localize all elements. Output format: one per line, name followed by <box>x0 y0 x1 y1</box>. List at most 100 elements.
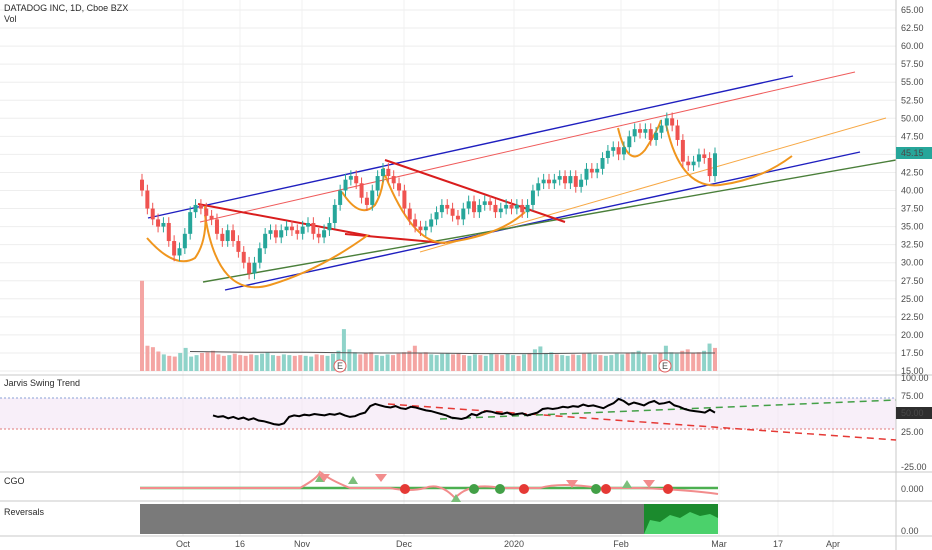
candle <box>439 199 444 218</box>
volume-bar <box>516 355 521 371</box>
candle <box>552 173 557 190</box>
candle <box>563 170 568 190</box>
candle <box>306 217 311 233</box>
volume-bar <box>647 355 652 371</box>
candle <box>343 173 348 197</box>
cup-6 <box>665 123 793 187</box>
candle <box>145 184 150 215</box>
candle <box>482 195 487 211</box>
support-green <box>202 159 897 283</box>
time-tick-1: 16 <box>235 539 245 549</box>
candle <box>150 202 155 226</box>
candle <box>209 209 214 226</box>
volume-bar <box>254 355 259 371</box>
price-tick-19: 17.50 <box>901 348 924 358</box>
candle <box>397 177 402 197</box>
swing-current-value: 50.00 <box>901 408 924 418</box>
candle <box>204 202 209 222</box>
candles <box>140 112 717 280</box>
price-axis: 65.00 62.50 60.00 57.50 55.00 52.50 50.00 47.50… <box>901 5 924 376</box>
volume-bar <box>363 352 368 371</box>
price-tick-3: 57.50 <box>901 59 924 69</box>
price-tick-17: 22.50 <box>901 312 924 322</box>
time-tick-5: Feb <box>613 539 629 549</box>
volume-bar <box>702 350 707 371</box>
volume-bar <box>543 352 548 371</box>
candle <box>214 213 219 240</box>
volume-bar <box>167 355 172 371</box>
volume-bar <box>603 355 608 371</box>
volume-bar <box>500 355 505 371</box>
volume-bar <box>461 355 466 371</box>
candle <box>225 224 230 247</box>
candle <box>504 199 509 215</box>
candle <box>423 220 428 236</box>
channel-lower-blue <box>224 151 861 291</box>
volume-bar <box>418 352 423 371</box>
candle <box>359 177 364 204</box>
candle <box>584 163 589 186</box>
volume-bar <box>620 354 625 371</box>
candle <box>166 217 171 247</box>
candle <box>455 209 460 226</box>
time-tick-2: Nov <box>294 539 311 549</box>
swing-pane-title: Jarvis Swing Trend <box>4 378 80 388</box>
volume-bar <box>467 355 472 371</box>
grid <box>0 0 896 536</box>
candle <box>386 163 391 182</box>
price-tick-6: 50.00 <box>901 113 924 123</box>
candle <box>434 206 439 226</box>
volume-bar <box>407 350 412 371</box>
candle <box>418 220 423 236</box>
volume-bar <box>172 356 177 371</box>
candle <box>525 199 530 218</box>
volume-bar <box>281 354 286 371</box>
earnings-marker-1[interactable]: E <box>333 359 347 373</box>
candle <box>407 202 412 226</box>
candle <box>632 123 637 143</box>
price-tick-1: 62.50 <box>901 23 924 33</box>
volume-bar <box>674 353 679 371</box>
volume-bar <box>713 347 717 371</box>
cgo-indicator <box>140 470 719 502</box>
volume-bar <box>227 355 232 371</box>
price-tick-10: 40.00 <box>901 186 924 196</box>
candle <box>664 112 669 132</box>
time-tick-3: Dec <box>396 539 413 549</box>
candle <box>589 163 594 179</box>
volume-bar <box>145 345 150 371</box>
candle <box>380 163 385 182</box>
volume-bar <box>451 354 456 371</box>
volume-bar <box>238 355 243 371</box>
candle <box>514 199 519 215</box>
candle <box>520 199 525 218</box>
candle <box>696 148 701 168</box>
volume-bar <box>554 354 559 371</box>
volume-bar <box>636 350 641 371</box>
earnings-marker-2[interactable]: E <box>658 359 672 373</box>
volume-bar <box>232 353 237 371</box>
volume-bar <box>549 352 554 371</box>
volume-ma-line <box>189 351 715 355</box>
candle <box>691 155 696 172</box>
volume-bar <box>434 355 439 371</box>
volume-bar <box>401 352 406 371</box>
volume-bar <box>156 351 161 371</box>
price-tick-11: 37.50 <box>901 204 924 214</box>
wedge1-top <box>197 203 371 237</box>
volume-bar <box>183 347 188 371</box>
candle <box>354 170 359 190</box>
candle <box>257 242 262 269</box>
swing-tick-100: 100.00 <box>901 373 929 383</box>
volume-bar <box>669 352 674 371</box>
price-tick-0: 65.00 <box>901 5 924 15</box>
volume-bar <box>663 345 668 371</box>
candle <box>198 199 203 215</box>
wedge-bottom <box>344 233 446 244</box>
candle <box>595 163 600 179</box>
volume-bar <box>298 355 303 371</box>
volume-bar <box>614 353 619 371</box>
time-tick-6: Mar <box>711 539 727 549</box>
candle <box>348 170 353 186</box>
